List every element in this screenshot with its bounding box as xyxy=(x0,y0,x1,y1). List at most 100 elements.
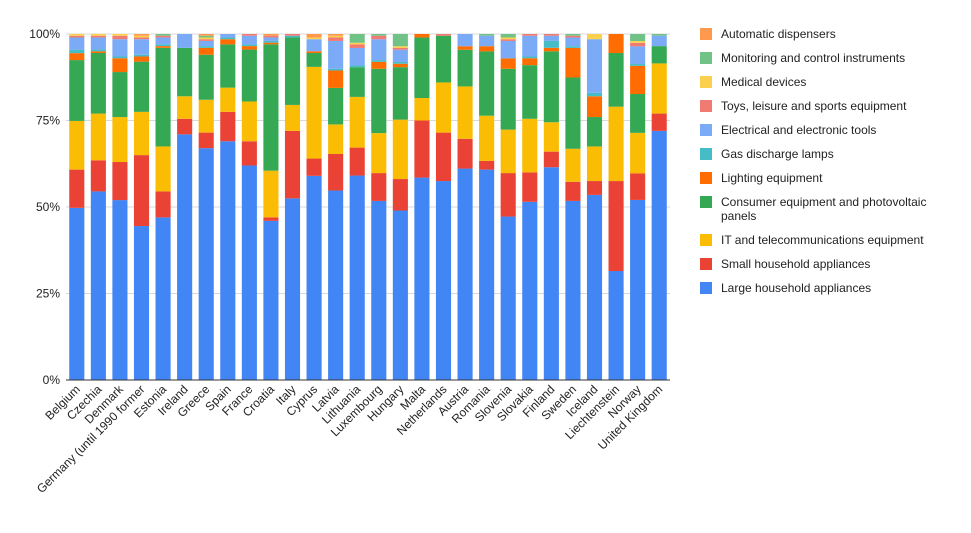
bar-segment[interactable] xyxy=(435,34,452,36)
bar-segment[interactable] xyxy=(284,37,301,105)
bar-segment[interactable] xyxy=(565,47,581,78)
bar-segment[interactable] xyxy=(586,92,603,97)
bar-segment[interactable] xyxy=(112,58,128,73)
bar-segment[interactable] xyxy=(90,113,106,161)
bar-segment[interactable] xyxy=(90,35,106,38)
bar-segment[interactable] xyxy=(112,117,128,163)
bar-segment[interactable] xyxy=(241,141,257,166)
bar-segment[interactable] xyxy=(69,37,85,50)
bar-segment[interactable] xyxy=(220,111,236,142)
bar-segment[interactable] xyxy=(630,132,646,174)
bar-segment[interactable] xyxy=(263,35,279,38)
bar-segment[interactable] xyxy=(220,141,236,380)
bar-segment[interactable] xyxy=(500,58,516,69)
bar-segment[interactable] xyxy=(263,170,279,218)
bar-segment[interactable] xyxy=(435,35,452,83)
bar-segment[interactable] xyxy=(112,35,128,40)
bar-segment[interactable] xyxy=(177,96,193,119)
bar-segment[interactable] xyxy=(479,34,495,36)
bar-segment[interactable] xyxy=(371,200,387,380)
bar-segment[interactable] xyxy=(90,34,106,36)
bar-segment[interactable] xyxy=(155,191,171,218)
bar-segment[interactable] xyxy=(112,72,128,118)
bar-segment[interactable] xyxy=(306,158,322,176)
bar-segment[interactable] xyxy=(457,86,473,139)
bar-segment[interactable] xyxy=(543,167,559,380)
bar-segment[interactable] xyxy=(133,61,150,112)
bar-segment[interactable] xyxy=(457,46,473,50)
bar-segment[interactable] xyxy=(522,118,538,173)
bar-segment[interactable] xyxy=(651,63,667,114)
bar-segment[interactable] xyxy=(349,34,365,43)
bar-segment[interactable] xyxy=(90,160,106,192)
bar-segment[interactable] xyxy=(457,168,473,380)
bar-segment[interactable] xyxy=(500,129,516,174)
bar-segment[interactable] xyxy=(500,34,516,38)
bar-segment[interactable] xyxy=(328,34,344,36)
bar-segment[interactable] xyxy=(349,47,365,66)
bar-segment[interactable] xyxy=(371,60,387,62)
bar-segment[interactable] xyxy=(630,94,646,133)
bar-segment[interactable] xyxy=(349,44,365,48)
bar-segment[interactable] xyxy=(306,39,322,52)
bar-segment[interactable] xyxy=(198,132,214,149)
bar-segment[interactable] xyxy=(155,44,171,47)
bar-segment[interactable] xyxy=(133,35,150,38)
bar-segment[interactable] xyxy=(177,47,193,97)
bar-segment[interactable] xyxy=(651,34,667,36)
bar-segment[interactable] xyxy=(630,41,646,43)
bar-segment[interactable] xyxy=(565,34,581,36)
bar-segment[interactable] xyxy=(543,51,559,123)
bar-segment[interactable] xyxy=(371,35,387,40)
bar-segment[interactable] xyxy=(565,148,581,182)
bar-segment[interactable] xyxy=(586,117,603,147)
bar-segment[interactable] xyxy=(90,191,106,380)
bar-segment[interactable] xyxy=(306,53,322,67)
bar-segment[interactable] xyxy=(133,37,150,40)
bar-segment[interactable] xyxy=(133,56,150,62)
bar-segment[interactable] xyxy=(414,37,430,99)
bar-segment[interactable] xyxy=(392,210,408,380)
bar-segment[interactable] xyxy=(328,190,344,380)
bar-segment[interactable] xyxy=(220,37,236,40)
bar-segment[interactable] xyxy=(500,216,516,380)
bar-segment[interactable] xyxy=(608,53,624,107)
bar-segment[interactable] xyxy=(90,53,106,114)
bar-segment[interactable] xyxy=(543,47,559,52)
bar-segment[interactable] xyxy=(630,173,646,200)
bar-segment[interactable] xyxy=(241,44,257,47)
bar-segment[interactable] xyxy=(328,68,344,71)
bar-segment[interactable] xyxy=(522,35,538,57)
bar-segment[interactable] xyxy=(328,35,344,38)
bar-segment[interactable] xyxy=(479,115,495,161)
bar-segment[interactable] xyxy=(177,34,193,48)
bar-segment[interactable] xyxy=(392,179,408,211)
bar-segment[interactable] xyxy=(392,49,408,62)
bar-segment[interactable] xyxy=(155,46,171,48)
bar-segment[interactable] xyxy=(306,66,322,159)
bar-segment[interactable] xyxy=(586,194,603,380)
bar-segment[interactable] xyxy=(565,200,581,380)
bar-segment[interactable] xyxy=(198,35,214,38)
bar-segment[interactable] xyxy=(263,40,279,43)
bar-segment[interactable] xyxy=(392,119,408,180)
bar-segment[interactable] xyxy=(522,65,538,119)
bar-segment[interactable] xyxy=(630,46,646,65)
bar-segment[interactable] xyxy=(586,181,603,195)
bar-segment[interactable] xyxy=(90,37,106,50)
bar-segment[interactable] xyxy=(198,37,214,40)
bar-segment[interactable] xyxy=(241,165,257,380)
bar-segment[interactable] xyxy=(543,35,559,41)
bar-segment[interactable] xyxy=(69,34,85,36)
bar-segment[interactable] xyxy=(263,44,279,171)
bar-segment[interactable] xyxy=(371,133,387,174)
bar-segment[interactable] xyxy=(220,34,236,38)
bar-segment[interactable] xyxy=(112,200,128,380)
bar-segment[interactable] xyxy=(392,46,408,48)
bar-segment[interactable] xyxy=(133,39,150,55)
bar-segment[interactable] xyxy=(392,61,408,64)
bar-segment[interactable] xyxy=(349,42,365,45)
bar-segment[interactable] xyxy=(392,34,408,47)
bar-segment[interactable] xyxy=(69,60,85,121)
bar-segment[interactable] xyxy=(522,201,538,380)
